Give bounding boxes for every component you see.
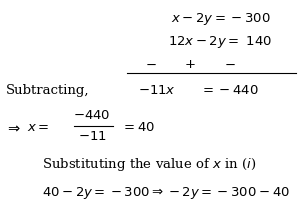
Text: $+$: $+$ bbox=[185, 58, 196, 71]
Text: $-440$: $-440$ bbox=[73, 109, 111, 122]
Text: $-11x$: $-11x$ bbox=[138, 84, 176, 97]
Text: $x =$: $x =$ bbox=[27, 121, 50, 134]
Text: $= -440$: $= -440$ bbox=[200, 84, 259, 97]
Text: $-11$: $-11$ bbox=[78, 130, 107, 143]
Text: $40 - 2y = -300 \Rightarrow -2y = -300 - 40$: $40 - 2y = -300 \Rightarrow -2y = -300 -… bbox=[42, 185, 290, 201]
Text: $x - 2y = -300$: $x - 2y = -300$ bbox=[171, 11, 270, 27]
Text: $12x - 2y =\  140$: $12x - 2y =\ 140$ bbox=[169, 34, 272, 50]
Text: $\Rightarrow$: $\Rightarrow$ bbox=[5, 120, 21, 135]
Text: $-$: $-$ bbox=[145, 58, 157, 71]
Text: $-$: $-$ bbox=[224, 58, 235, 71]
Text: Subtracting,: Subtracting, bbox=[6, 84, 89, 97]
Text: $= 40$: $= 40$ bbox=[121, 121, 155, 134]
Text: Substituting the value of $x$ in ($i$): Substituting the value of $x$ in ($i$) bbox=[42, 156, 257, 173]
